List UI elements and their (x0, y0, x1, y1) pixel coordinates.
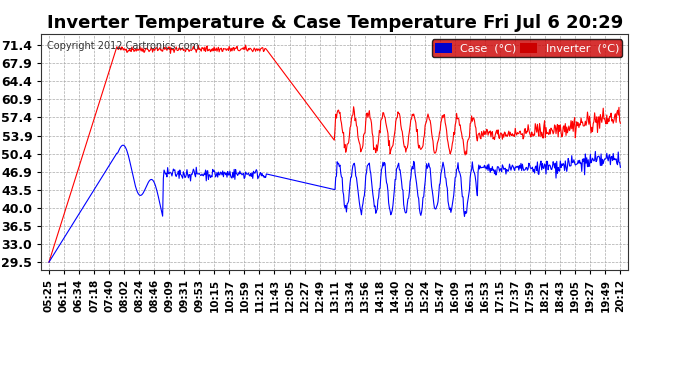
Title: Inverter Temperature & Case Temperature Fri Jul 6 20:29: Inverter Temperature & Case Temperature … (46, 14, 623, 32)
Text: Copyright 2012 Cartronics.com: Copyright 2012 Cartronics.com (47, 41, 199, 51)
Legend: Case  (°C), Inverter  (°C): Case (°C), Inverter (°C) (432, 39, 622, 57)
